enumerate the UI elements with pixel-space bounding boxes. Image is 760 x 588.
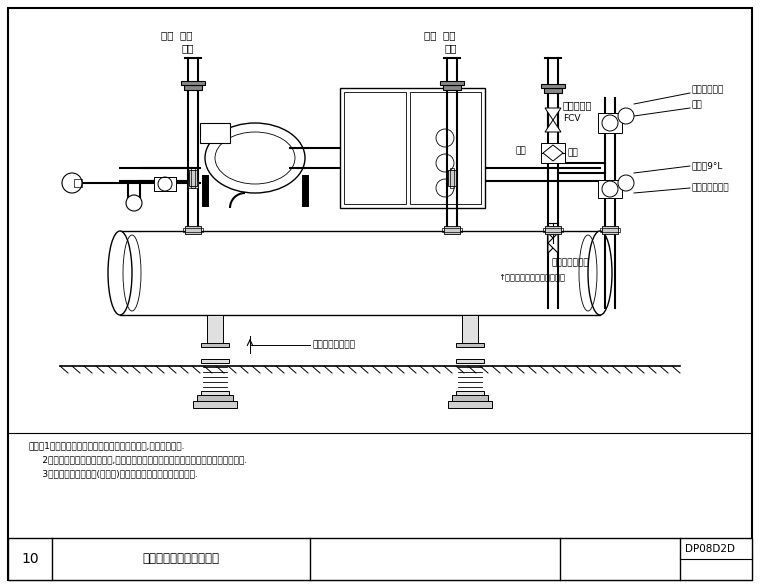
Circle shape: [618, 108, 634, 124]
Ellipse shape: [205, 123, 305, 193]
Bar: [462, 315, 478, 345]
Bar: [456, 359, 484, 363]
Text: DP08D2D: DP08D2D: [685, 544, 735, 554]
Bar: [189, 170, 197, 186]
Text: 蝶閥: 蝶閥: [567, 149, 578, 158]
Bar: [181, 81, 205, 85]
Bar: [456, 391, 484, 395]
Bar: [448, 170, 456, 186]
Polygon shape: [545, 108, 561, 120]
Bar: [183, 228, 203, 232]
Text: 冰水主機水管安裝示意圖: 冰水主機水管安裝示意圖: [143, 553, 220, 566]
Ellipse shape: [108, 231, 132, 315]
Circle shape: [62, 173, 82, 193]
Bar: [154, 177, 176, 191]
Bar: [440, 81, 464, 85]
Bar: [74, 179, 82, 187]
Bar: [200, 123, 230, 143]
Bar: [184, 85, 202, 90]
Bar: [543, 228, 563, 232]
Text: 閘門閥（考克）: 閘門閥（考克）: [551, 259, 589, 268]
Bar: [120, 231, 600, 315]
Polygon shape: [548, 233, 558, 253]
Bar: [340, 88, 485, 208]
Bar: [598, 180, 622, 198]
Bar: [598, 113, 622, 133]
Text: （冰  水）: （冰 水）: [424, 30, 455, 40]
Bar: [188, 180, 198, 188]
Bar: [602, 226, 618, 234]
Bar: [450, 168, 454, 188]
Bar: [541, 143, 565, 163]
Text: FCV: FCV: [563, 113, 581, 122]
Bar: [448, 401, 492, 408]
Circle shape: [126, 195, 142, 211]
Bar: [193, 401, 237, 408]
Bar: [185, 226, 201, 234]
Bar: [541, 84, 565, 88]
Text: 進水: 進水: [692, 101, 703, 109]
Bar: [545, 226, 561, 234]
Polygon shape: [543, 145, 563, 161]
Bar: [201, 391, 229, 395]
Ellipse shape: [588, 231, 612, 315]
Bar: [8, 538, 752, 580]
Bar: [154, 177, 176, 191]
Bar: [456, 343, 484, 347]
Bar: [544, 88, 562, 93]
Bar: [600, 228, 620, 232]
Text: 2、任何型式和類之冰水主機,其主要水管均包含冰水進、出水管及冷卻水進、出水管.: 2、任何型式和類之冰水主機,其主要水管均包含冰水進、出水管及冷卻水進、出水管.: [28, 456, 247, 465]
Text: 雙球式防震水管: 雙球式防震水管: [692, 183, 730, 192]
Bar: [444, 226, 460, 234]
Text: 壓力錶附考克: 壓力錶附考克: [692, 85, 724, 95]
Bar: [18, 13, 740, 433]
Bar: [191, 168, 195, 188]
Bar: [201, 343, 229, 347]
Text: 出水: 出水: [444, 43, 457, 53]
Bar: [452, 395, 488, 401]
Text: 進水: 進水: [181, 43, 194, 53]
Bar: [410, 92, 481, 204]
Text: 磁振式冰水機控距: 磁振式冰水機控距: [312, 340, 355, 349]
Circle shape: [618, 175, 634, 191]
Text: 附注：1、本图冰水主機之外形為離心式冰水主機,其外形供参考.: 附注：1、本图冰水主機之外形為離心式冰水主機,其外形供参考.: [28, 442, 185, 450]
Bar: [443, 85, 461, 90]
Bar: [207, 315, 223, 345]
Text: ↑排水至排水溝或地板落水頭: ↑排水至排水溝或地板落水頭: [498, 273, 565, 282]
Text: 溫度計9°L: 溫度計9°L: [692, 162, 724, 171]
Bar: [201, 359, 229, 363]
Text: （冰  水）: （冰 水）: [161, 30, 192, 40]
Polygon shape: [545, 120, 561, 132]
Text: 10: 10: [21, 552, 39, 566]
Bar: [197, 395, 233, 401]
Text: 3、在冰水及冷卻水管(共四處)均設置支撐架各條皮整避震裝置.: 3、在冰水及冷卻水管(共四處)均設置支撐架各條皮整避震裝置.: [28, 469, 198, 479]
Polygon shape: [548, 233, 558, 253]
Bar: [442, 228, 462, 232]
Text: （冷卻水）: （冷卻水）: [563, 100, 592, 110]
Bar: [344, 92, 406, 204]
Text: 出水: 出水: [515, 146, 526, 155]
